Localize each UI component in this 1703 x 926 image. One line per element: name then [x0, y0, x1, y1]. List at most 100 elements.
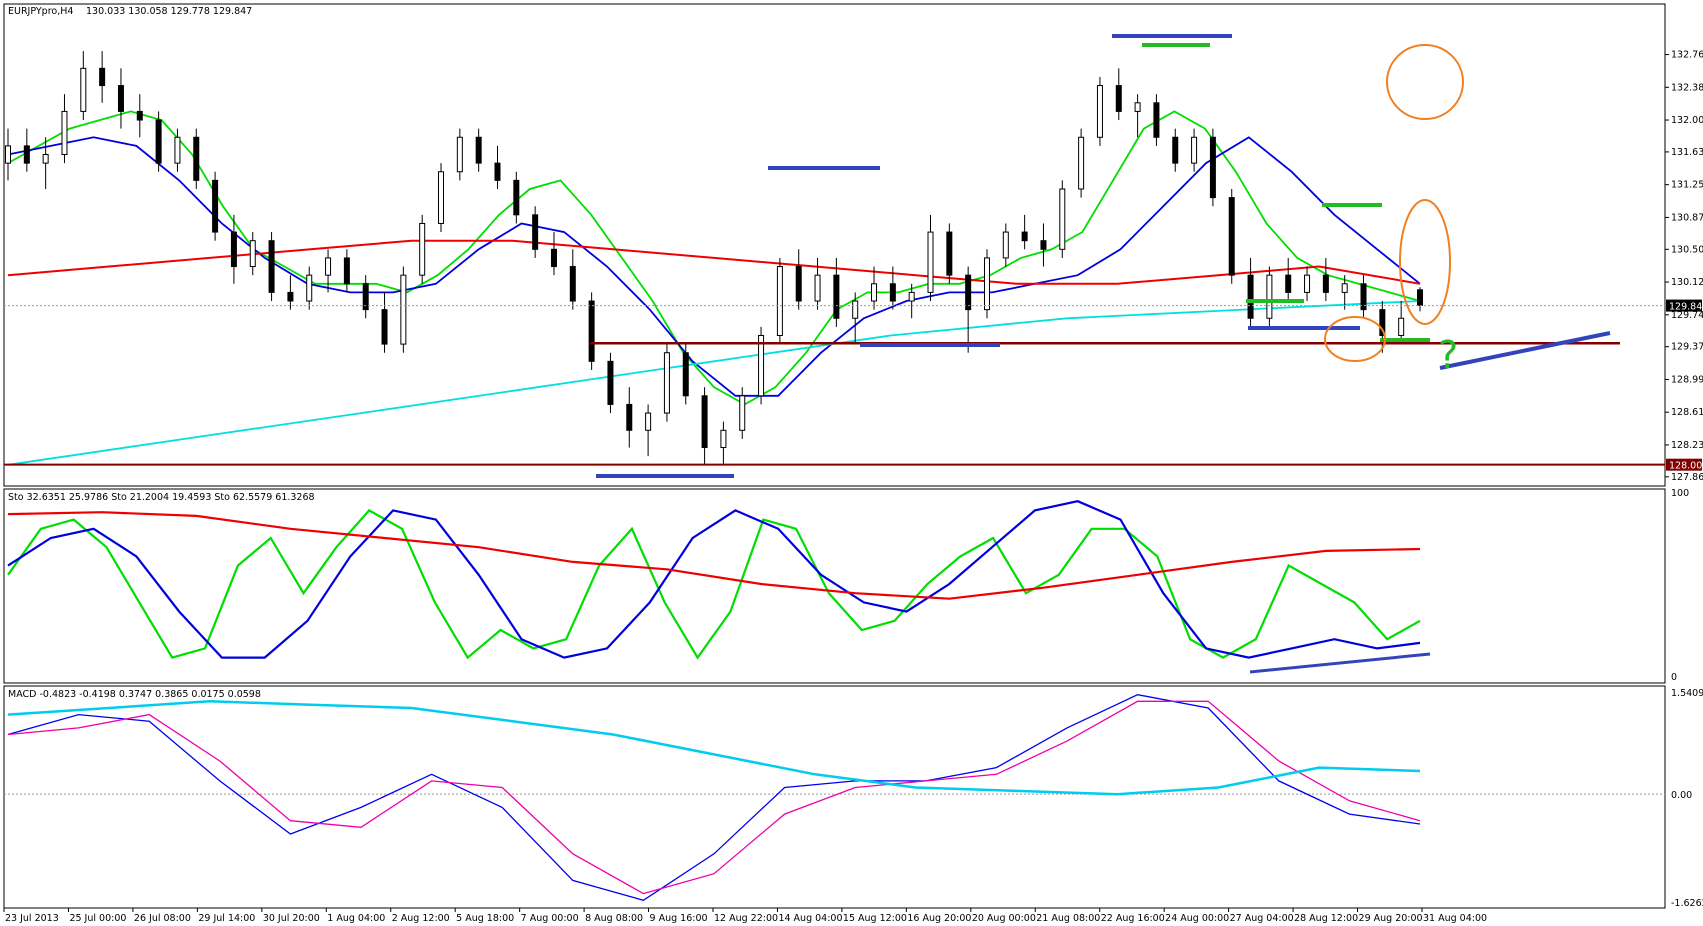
drawn-blue-level	[1439, 331, 1611, 370]
stochastic-tick-label: 0	[1671, 672, 1677, 683]
candle-body	[438, 171, 445, 224]
candle-body	[1266, 274, 1273, 319]
candle-body	[287, 291, 294, 302]
candle-body	[946, 231, 953, 276]
price-tick-label: 128.230	[1671, 440, 1703, 451]
macd-panel-frame	[3, 685, 1666, 909]
time-tick-label: 23 Jul 2013	[5, 913, 59, 924]
candle-body	[5, 145, 11, 164]
time-tick-label: 7 Aug 00:00	[521, 913, 579, 924]
macd-lines	[4, 694, 1665, 902]
candle-body	[80, 67, 87, 112]
candle-body	[776, 266, 783, 336]
time-tick-label: 15 Aug 12:00	[843, 913, 907, 924]
candle-body	[607, 360, 614, 405]
candle-body	[1417, 289, 1423, 306]
price-ma-line-0	[7, 110, 1421, 406]
time-tick-label: 12 Aug 22:00	[714, 913, 778, 924]
candle-body	[381, 309, 388, 345]
orange-circle	[1324, 316, 1386, 362]
candle-body	[99, 67, 106, 87]
time-tick-label: 1 Aug 04:00	[327, 913, 385, 924]
macd-label: MACD -0.4823 -0.4198 0.3747 0.3865 0.017…	[8, 689, 261, 700]
candle-body	[23, 145, 30, 164]
time-tick-label: 21 Aug 08:00	[1036, 913, 1100, 924]
price-tick-label: 129.740	[1671, 310, 1703, 321]
current-price-label: 129.847	[1669, 302, 1703, 313]
candle-body	[362, 283, 369, 311]
candle-body	[663, 352, 670, 414]
macd-tick-label: 1.5409	[1671, 688, 1703, 699]
price-tick-label: 128.610	[1671, 407, 1703, 418]
candle-body	[833, 274, 840, 319]
time-tick-label: 5 Aug 18:00	[456, 913, 514, 924]
macd-line-2	[7, 700, 1421, 796]
candle-body	[61, 110, 68, 156]
candle-body	[475, 136, 482, 164]
candle-body	[682, 352, 689, 397]
candle-body	[1360, 283, 1367, 311]
candle-body	[494, 162, 501, 181]
price-tick-label: 132.000	[1671, 115, 1703, 126]
candle-body	[1379, 309, 1386, 336]
time-tick-label: 9 Aug 16:00	[650, 913, 708, 924]
candle-body	[1247, 274, 1254, 319]
stochastic-line-2	[7, 511, 1421, 600]
price-tick-label: 130.120	[1671, 277, 1703, 288]
candle-body	[513, 179, 520, 216]
candle-body	[155, 119, 162, 164]
time-tick-label: 2 Aug 12:00	[392, 913, 450, 924]
chart-title: EURJPYpro,H4	[8, 6, 73, 17]
candle-body	[795, 266, 802, 302]
stochastic-line-0	[7, 509, 1421, 660]
candle-body	[626, 403, 633, 431]
candle-body	[1059, 188, 1066, 250]
time-tick-label: 20 Aug 00:00	[972, 913, 1036, 924]
candle-body	[193, 136, 200, 181]
candle-body	[720, 429, 727, 449]
price-tick-label: 132.380	[1671, 82, 1703, 93]
candle-body	[1172, 136, 1179, 164]
candle-body	[550, 248, 557, 268]
time-tick-label: 24 Aug 00:00	[1165, 913, 1229, 924]
price-ma-line-1	[7, 136, 1421, 397]
time-tick-label: 29 Jul 14:00	[198, 913, 255, 924]
candle-body	[249, 240, 256, 268]
candle-body	[1002, 231, 1009, 259]
orange-circle	[1386, 44, 1464, 120]
candle-body	[306, 274, 313, 302]
stochastic-divergence-line	[1249, 652, 1431, 674]
candle-body	[1040, 240, 1047, 250]
candle-body	[325, 257, 332, 276]
candle-body	[400, 274, 407, 345]
time-tick-label: 22 Aug 16:00	[1101, 913, 1165, 924]
time-tick-label: 26 Jul 08:00	[134, 913, 191, 924]
candlesticks	[5, 51, 1423, 465]
candle-body	[1134, 102, 1141, 112]
candle-body	[419, 222, 426, 276]
stochastic-line-1	[7, 500, 1421, 659]
candle-body	[965, 274, 972, 311]
price-tick-label: 129.370	[1671, 342, 1703, 353]
candle-body	[1304, 274, 1311, 293]
candle-body	[758, 334, 765, 397]
candle-body	[343, 257, 350, 285]
candle-body	[701, 395, 708, 449]
candle-body	[1153, 102, 1160, 138]
candle-body	[1209, 136, 1216, 199]
candle-body	[117, 85, 124, 112]
current-price-badge	[1666, 299, 1702, 312]
stochastic-panel-frame	[3, 488, 1666, 684]
ohlc-readout: 130.033 130.058 129.778 129.847	[86, 6, 252, 17]
macd-line-1	[7, 700, 1421, 895]
support-price-badge	[1666, 458, 1702, 471]
time-axis: 23 Jul 2013 25 Jul 00:00 26 Jul 08:00 29 Ju…	[3, 908, 1487, 924]
price-tick-label: 130.500	[1671, 244, 1703, 255]
candle-body	[174, 136, 181, 164]
price-indicator-lines	[7, 110, 1421, 466]
orange-circle	[1399, 199, 1451, 325]
question-mark-annotation: ?	[1438, 333, 1458, 377]
candle-body	[1115, 85, 1122, 112]
candle-body	[212, 179, 219, 233]
